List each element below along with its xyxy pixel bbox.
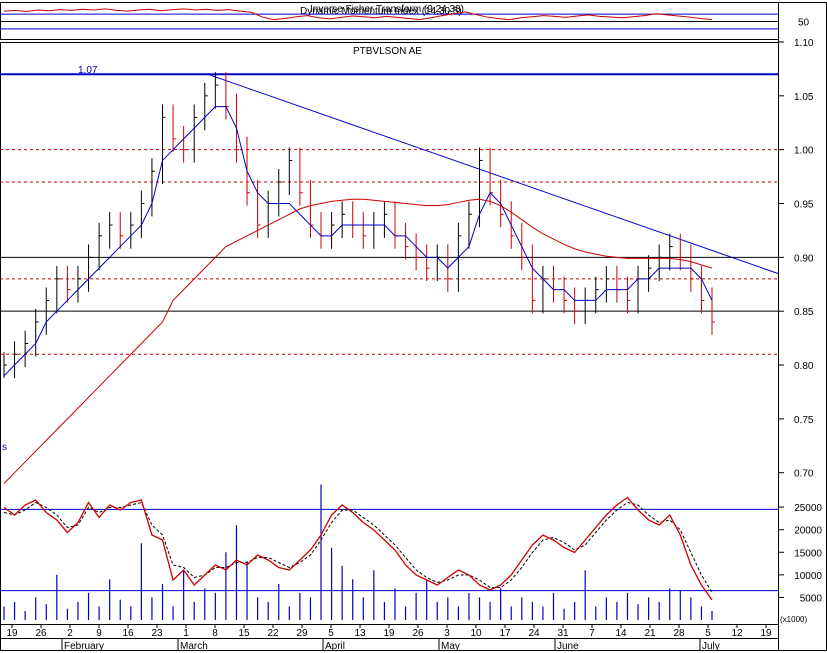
x-tick-label: 8 xyxy=(212,628,218,639)
fast-moving-average xyxy=(3,106,713,377)
price-tick-label: 0.85 xyxy=(794,307,814,318)
stochastic-k-line xyxy=(3,496,713,601)
indicator-panel: Dynamic Momentum Index (14,30,5) Inverse… xyxy=(0,2,810,40)
x-month-label: July xyxy=(702,641,720,652)
annotation-s: s xyxy=(2,442,7,453)
x-tick-label: 1 xyxy=(183,628,189,639)
volume-tick-label: 10000 xyxy=(794,571,822,582)
price-tick-label: 0.90 xyxy=(794,253,814,264)
x-tick-label: 21 xyxy=(644,628,656,639)
x-tick-label: 19 xyxy=(760,628,772,639)
x-tick-label: 16 xyxy=(122,628,134,639)
x-tick-label: 10 xyxy=(470,628,482,639)
x-tick-label: 28 xyxy=(673,628,685,639)
x-month-label: June xyxy=(557,641,579,652)
x-tick-label: 15 xyxy=(238,628,250,639)
x-tick-label: 13 xyxy=(354,628,366,639)
x-tick-label: 12 xyxy=(731,628,743,639)
price-frame xyxy=(0,42,779,625)
price-tick-label: 0.75 xyxy=(794,415,814,426)
price-tick-label: 0.80 xyxy=(794,361,814,372)
x-tick-label: 5 xyxy=(328,628,334,639)
volume-panel: 5000 10000 15000 20000 25000 (x1000) xyxy=(0,484,823,624)
x-tick-label: 26 xyxy=(35,628,47,639)
volume-tick-label: 20000 xyxy=(794,526,822,537)
x-tick-label: 9 xyxy=(96,628,102,639)
price-tick-label: 1.00 xyxy=(794,146,814,157)
x-tick-label: 19 xyxy=(6,628,18,639)
price-tick-label: 0.70 xyxy=(794,469,814,480)
price-tick-label: 1.05 xyxy=(794,92,814,103)
x-tick-label: 29 xyxy=(296,628,308,639)
price-panel: PTBVLSON AE 0.70 0.75 0.80 0.85 0.90 0.95 1.00… xyxy=(0,38,814,625)
x-tick-label: 19 xyxy=(383,628,395,639)
x-axis: 19 26 2 9 16 23 1 8 15 22 29 5 13 19 26 3 10 17 24 31 7 14 21 2… xyxy=(0,624,779,652)
price-title: PTBVLSON AE xyxy=(353,46,422,57)
x-tick-label: 23 xyxy=(151,628,163,639)
x-tick-label: 14 xyxy=(615,628,627,639)
x-month-label: March xyxy=(180,641,208,652)
x-tick-label: 24 xyxy=(528,628,540,639)
volume-tick-label: 5000 xyxy=(800,593,823,604)
x-tick-label: 3 xyxy=(444,628,450,639)
trendline xyxy=(207,73,779,274)
indicator-line xyxy=(3,8,713,21)
x-tick-label: 31 xyxy=(557,628,569,639)
x-tick-label: 2 xyxy=(67,628,73,639)
volume-unit-label: (x1000) xyxy=(780,615,807,624)
indicator-title-1: Dynamic Momentum Index (14,30,5) xyxy=(300,6,462,17)
x-tick-label: 17 xyxy=(499,628,511,639)
x-month-label: May xyxy=(441,641,460,652)
indicator-title-2: Inverse Fisher Transform (9,24,38) xyxy=(310,4,464,15)
volume-tick-label: 15000 xyxy=(794,548,822,559)
x-month-label: April xyxy=(325,641,345,652)
x-tick-label: 22 xyxy=(267,628,279,639)
x-tick-label: 26 xyxy=(412,628,424,639)
x-month-label: February xyxy=(64,641,104,652)
price-tick-label: 0.95 xyxy=(794,200,814,211)
annotation-1-07: 1.07 xyxy=(78,65,98,76)
indicator-tick-label: 50 xyxy=(798,18,810,29)
slow-moving-average xyxy=(3,198,713,484)
price-tick-label: 1.10 xyxy=(794,38,814,49)
volume-tick-label: 25000 xyxy=(794,503,822,514)
x-tick-label: 7 xyxy=(589,628,595,639)
x-tick-label: 5 xyxy=(705,628,711,639)
